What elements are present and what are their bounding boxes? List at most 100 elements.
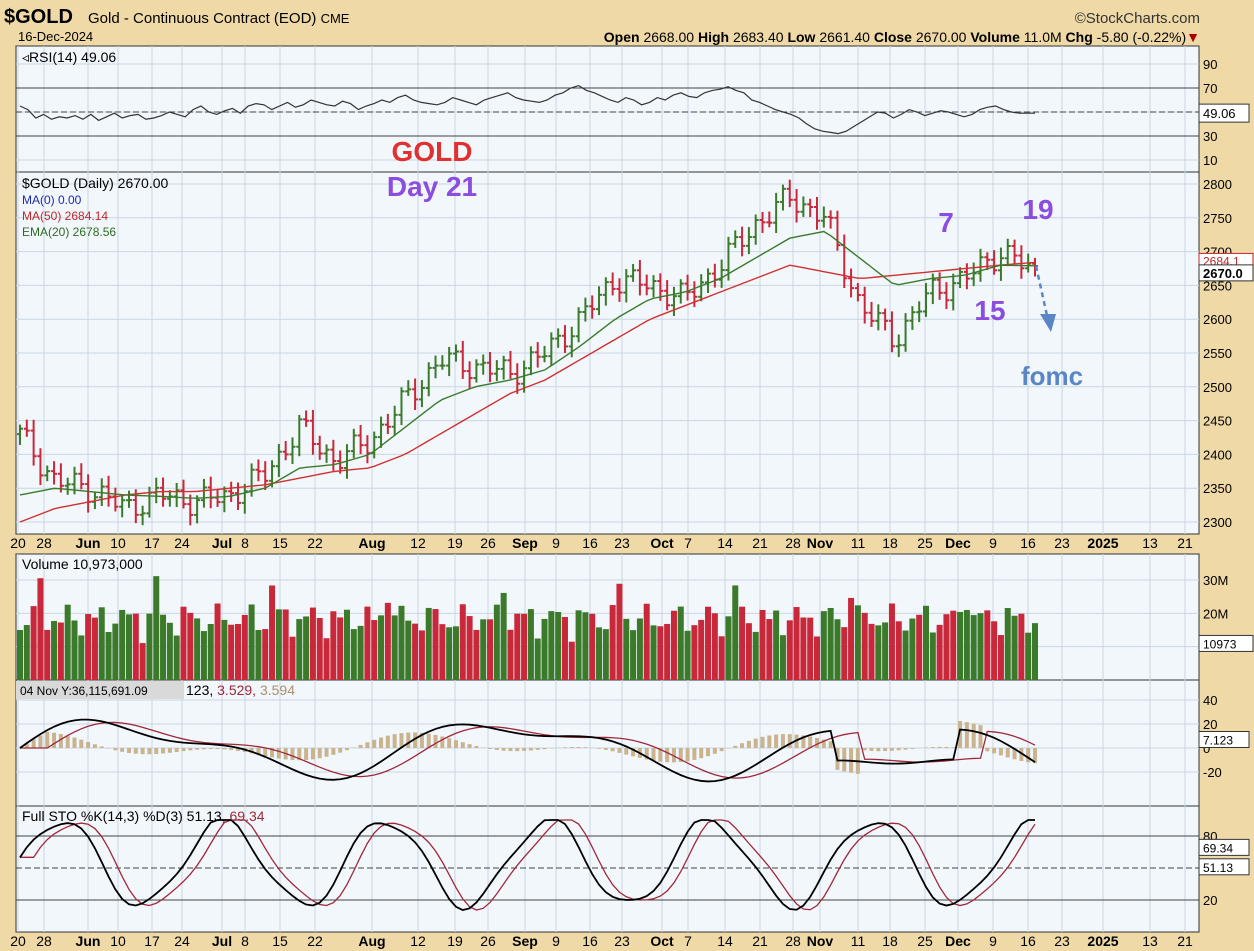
description: Gold - Continuous Contract (EOD) CME: [88, 10, 350, 27]
macd-tooltip-bg: [16, 681, 184, 699]
macd-histogram-bar: [1033, 748, 1037, 764]
volume-bar: [132, 613, 139, 680]
macd-histogram-bar: [889, 748, 894, 751]
macd-histogram-bar: [801, 735, 806, 748]
macd-last-value: 7.123: [1203, 733, 1233, 747]
volume-bar: [929, 632, 936, 680]
macd-histogram-bar: [426, 733, 431, 748]
volume-bar: [78, 635, 85, 680]
y-tick-label: 70: [1203, 81, 1217, 96]
volume-bar: [269, 585, 276, 680]
macd-histogram-bar: [862, 748, 867, 751]
macd-histogram-bar: [86, 741, 91, 748]
y-tick-label: 90: [1203, 57, 1217, 72]
macd-histogram-bar: [24, 743, 29, 748]
macd-histogram-bar: [358, 744, 363, 748]
x-tick-label: 9: [989, 535, 997, 551]
x-tick-label: 17: [144, 933, 160, 949]
volume-bar: [248, 604, 255, 680]
x-tick-label: 21: [1177, 933, 1193, 949]
macd-histogram-bar: [406, 732, 411, 748]
macd-histogram-bar: [733, 745, 738, 748]
x-tick-label: 19: [447, 933, 463, 949]
volume-bar: [548, 611, 555, 680]
macd-histogram-bar: [147, 748, 152, 755]
macd-histogram-bar: [453, 740, 458, 748]
chart-date: 16-Dec-2024: [18, 29, 94, 44]
macd-histogram-bar: [937, 746, 942, 748]
macd-histogram-bar: [828, 741, 833, 748]
volume-bar: [807, 617, 814, 680]
macd-histogram-bar: [719, 748, 724, 752]
volume-bar: [732, 585, 739, 680]
volume-bar: [589, 613, 596, 680]
ema20-line: [19, 230, 1036, 499]
x-tick-label: 25: [917, 933, 933, 949]
volume-bar: [957, 611, 964, 680]
macd-histogram-bar: [72, 737, 77, 748]
macd-histogram-bar: [658, 748, 663, 762]
volume-bar: [657, 626, 664, 680]
macd-histogram-bar: [583, 747, 588, 748]
macd-histogram-bar: [985, 748, 990, 752]
volume-bar: [391, 615, 398, 680]
volume-bar: [125, 614, 132, 680]
volume-label: Volume 10,973,000: [22, 556, 143, 572]
macd-histogram-bar: [195, 748, 200, 750]
x-tick-label: 11: [851, 933, 866, 949]
macd-histogram-bar: [140, 748, 145, 755]
macd-histogram-bar: [699, 748, 704, 759]
macd-histogram-bar: [161, 748, 166, 754]
macd-histogram-bar: [869, 748, 874, 751]
volume-bar: [350, 629, 357, 680]
macd-histogram-bar: [338, 748, 343, 753]
macd-histogram-bar: [304, 748, 309, 761]
macd-histogram-bar: [467, 744, 472, 748]
volume-bar: [759, 609, 766, 680]
macd-histogram-bar: [38, 735, 43, 748]
sto-d-line: [20, 819, 1036, 911]
volume-bar: [568, 641, 575, 680]
volume-bar: [970, 615, 977, 680]
macd-histogram-bar: [167, 748, 172, 753]
volume-bar: [1025, 632, 1032, 680]
y-tick-label: 20: [1203, 893, 1217, 908]
volume-bar: [221, 619, 228, 680]
volume-bar: [773, 610, 780, 680]
volume-bar: [296, 619, 303, 680]
volume-bar: [412, 623, 419, 680]
y-tick-label: 2800: [1203, 177, 1232, 192]
macd-histogram-bar: [876, 748, 881, 752]
macd-histogram-bar: [208, 748, 213, 750]
volume-bar: [166, 622, 173, 680]
macd-histogram-bar: [930, 747, 935, 748]
y-tick-label: 20M: [1203, 606, 1228, 621]
volume-bar: [194, 618, 201, 680]
volume-bar: [1004, 608, 1011, 680]
volume-bar: [64, 604, 71, 680]
macd-histogram-bar: [79, 739, 84, 748]
volume-bar: [582, 612, 589, 680]
macd-histogram-bar: [883, 748, 888, 752]
volume-bar: [786, 620, 793, 680]
volume-bar: [609, 605, 616, 680]
volume-bar: [834, 619, 841, 680]
volume-bar: [827, 607, 834, 680]
volume-bar: [848, 597, 855, 680]
x-tick-label: 16: [1020, 933, 1036, 949]
volume-bar: [309, 607, 316, 680]
volume-bar: [561, 616, 568, 680]
volume-bar: [630, 630, 637, 680]
macd-histogram-bar: [372, 739, 377, 748]
volume-bar: [200, 631, 207, 680]
macd-histogram-bar: [958, 721, 963, 748]
volume-bar: [493, 604, 500, 680]
annotation-19: 19: [1022, 194, 1053, 225]
macd-histogram-bar: [419, 732, 424, 748]
volume-bar: [664, 623, 671, 680]
macd-histogram-bar: [1005, 748, 1010, 758]
volume-bar: [214, 603, 221, 680]
volume-bar: [500, 592, 507, 680]
x-tick-label: 11: [851, 535, 866, 551]
macd-histogram-bar: [542, 748, 547, 750]
